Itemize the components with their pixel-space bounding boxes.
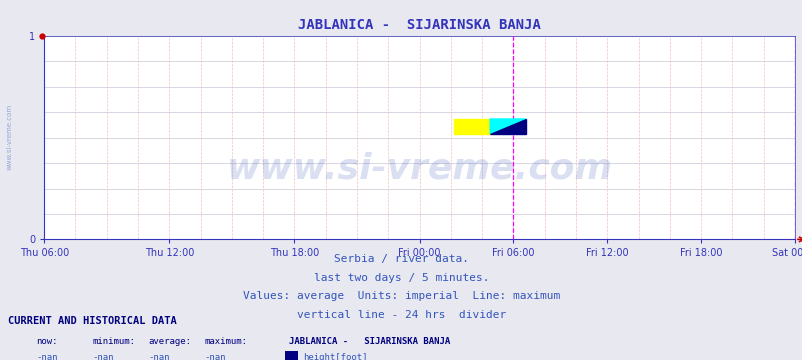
Text: Values: average  Units: imperial  Line: maximum: Values: average Units: imperial Line: ma… — [242, 291, 560, 301]
Text: maximum:: maximum: — [205, 337, 248, 346]
Text: height[foot]: height[foot] — [302, 353, 367, 360]
Text: JABLANICA -   SIJARINSKA BANJA: JABLANICA - SIJARINSKA BANJA — [289, 337, 450, 346]
Text: -nan: -nan — [92, 353, 114, 360]
Text: Serbia / river data.: Serbia / river data. — [334, 254, 468, 264]
Text: -nan: -nan — [148, 353, 170, 360]
Polygon shape — [489, 119, 525, 134]
Text: now:: now: — [36, 337, 58, 346]
Text: www.si-vreme.com: www.si-vreme.com — [226, 151, 612, 185]
Text: -nan: -nan — [205, 353, 226, 360]
Text: last two days / 5 minutes.: last two days / 5 minutes. — [314, 273, 488, 283]
Text: vertical line - 24 hrs  divider: vertical line - 24 hrs divider — [297, 310, 505, 320]
Title: JABLANICA -  SIJARINSKA BANJA: JABLANICA - SIJARINSKA BANJA — [298, 18, 541, 32]
Bar — [454, 119, 489, 134]
Text: minimum:: minimum: — [92, 337, 136, 346]
Text: CURRENT AND HISTORICAL DATA: CURRENT AND HISTORICAL DATA — [8, 316, 176, 326]
Polygon shape — [489, 119, 525, 134]
Text: -nan: -nan — [36, 353, 58, 360]
Text: average:: average: — [148, 337, 192, 346]
Text: www.si-vreme.com: www.si-vreme.com — [6, 104, 12, 170]
